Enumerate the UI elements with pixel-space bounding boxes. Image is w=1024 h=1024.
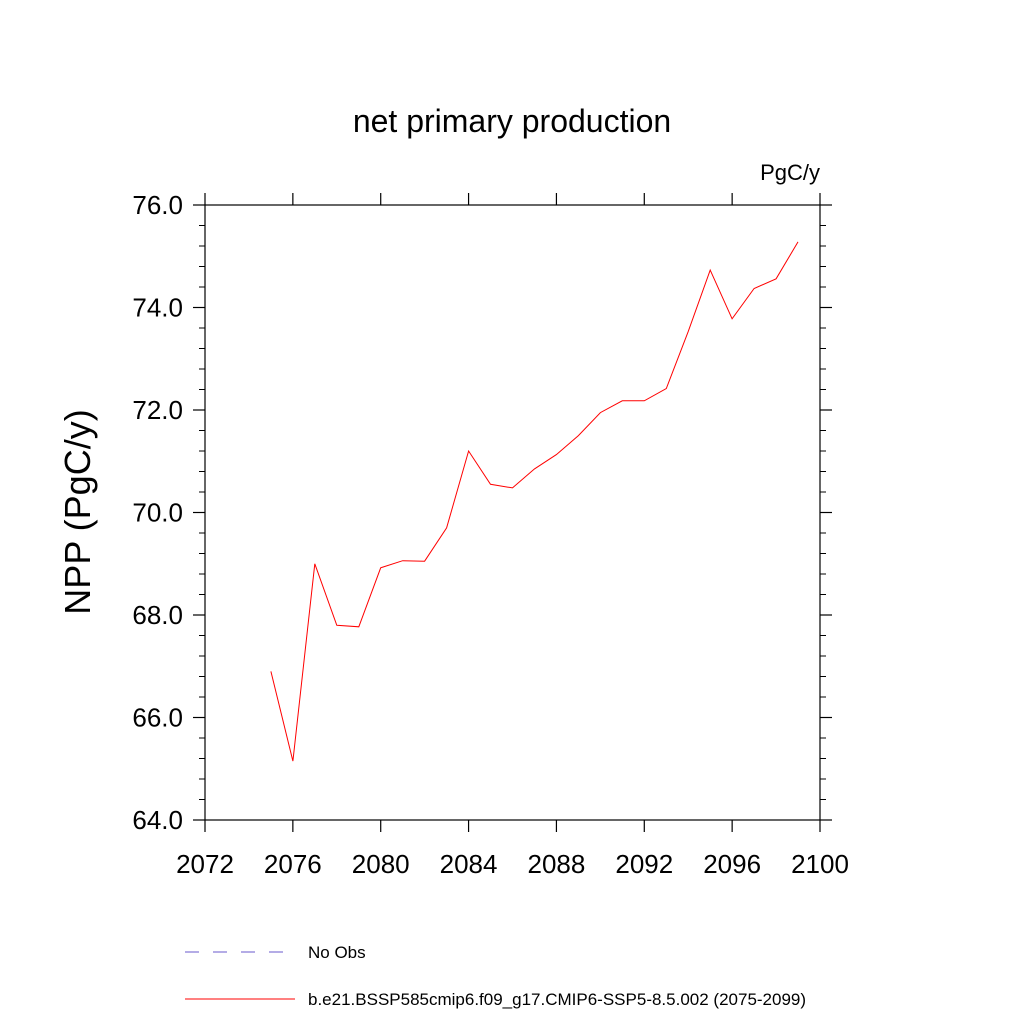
x-tick-label: 2096: [703, 849, 761, 879]
x-tick-label: 2080: [352, 849, 410, 879]
axis-tick-labels: 2072 2076 2080 2084 2088 2092 2096 2100 64.0 66.0…: [132, 190, 849, 879]
x-tick-label: 2088: [528, 849, 586, 879]
y-tick-label: 66.0: [132, 703, 183, 733]
units-label: PgC/y: [760, 160, 820, 185]
y-tick-label: 74.0: [132, 293, 183, 323]
y-tick-label: 68.0: [132, 600, 183, 630]
data-series: [270, 241, 799, 762]
chart-title: net primary production: [353, 103, 671, 139]
y-tick-label: 76.0: [132, 190, 183, 220]
legend: No Obs b.e21.BSSP585cmip6.f09_g17.CMIP6-S…: [185, 943, 806, 1009]
x-tick-label: 2100: [791, 849, 849, 879]
x-tick-label: 2072: [176, 849, 234, 879]
series-line-1: [270, 241, 799, 762]
y-axis-label: NPP (PgC/y): [57, 409, 98, 614]
y-tick-label: 72.0: [132, 395, 183, 425]
axis-ticks: [193, 193, 832, 832]
x-tick-label: 2092: [615, 849, 673, 879]
legend-label-0: No Obs: [308, 943, 366, 962]
legend-label-1: b.e21.BSSP585cmip6.f09_g17.CMIP6-SSP5-8.…: [308, 990, 806, 1009]
plot-frame: [204, 204, 821, 821]
y-tick-label: 70.0: [132, 498, 183, 528]
x-tick-label: 2076: [264, 849, 322, 879]
x-tick-label: 2084: [440, 849, 498, 879]
y-tick-label: 64.0: [132, 805, 183, 835]
